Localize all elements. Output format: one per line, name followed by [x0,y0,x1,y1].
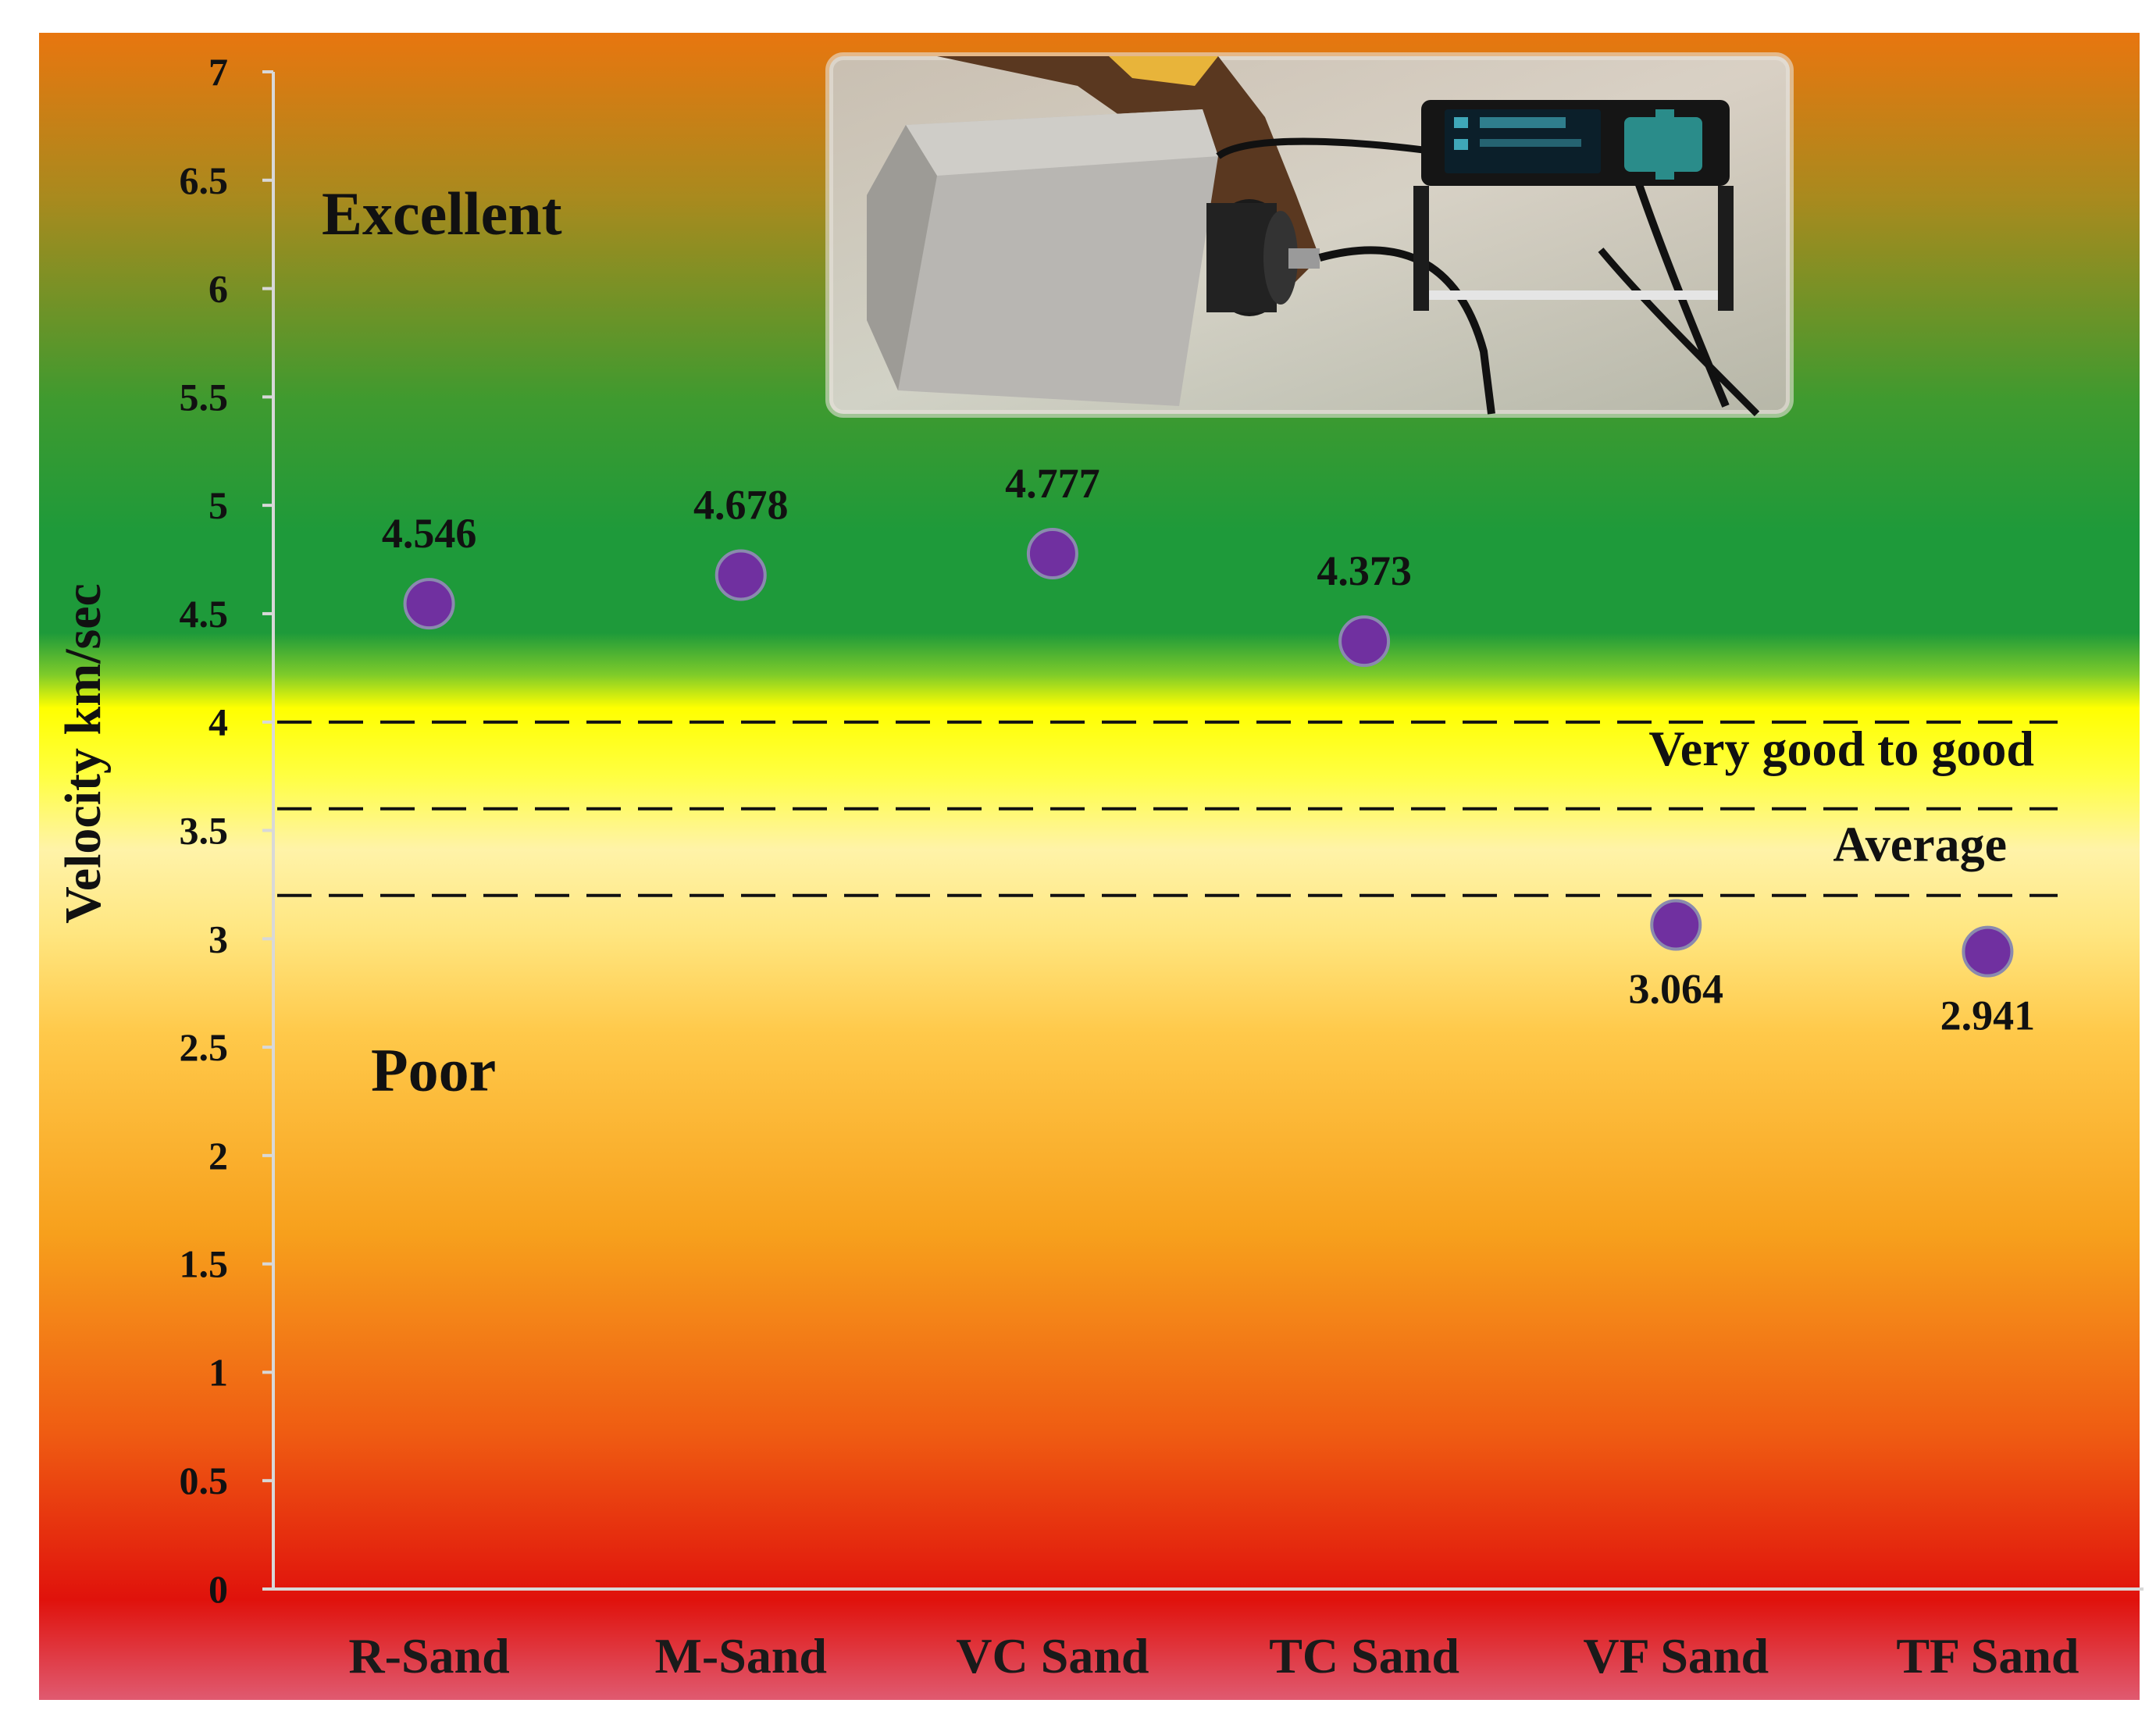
x-category-label: VF Sand [1583,1628,1769,1684]
y-tick-label: 4 [208,700,228,744]
y-tick-label: 6.5 [180,159,229,202]
data-value-label: 4.373 [1317,547,1412,594]
zone-label: Excellent [322,180,562,248]
data-point [1962,925,2014,978]
data-point [1650,899,1702,951]
data-value-label: 4.546 [382,510,477,557]
concrete-cube [867,109,1218,406]
y-tick-label: 7 [208,50,228,94]
y-axis-ticks: 0 0.5 1 1.5 2 2.5 3 3.5 4 4.5 5 5.5 6 6.5 7 [180,50,273,1611]
zone-label: Average [1833,816,2007,871]
y-tick-label: 5 [208,483,228,527]
data-value-label: 4.777 [1005,460,1100,507]
zone-labels: Excellent Very good to good Average Poor [322,180,2034,1103]
y-axis-title: Velocity km/sec [55,583,112,924]
data-value-label: 4.678 [693,482,789,529]
x-category-label: VC Sand [956,1628,1149,1684]
data-point [1026,528,1078,580]
y-tick-label: 0 [208,1567,228,1611]
y-tick-label: 3.5 [180,809,229,853]
data-point [403,578,455,630]
x-axis-categories: R-Sand M-Sand VC Sand TC Sand VF Sand TF Sand [348,1628,2079,1684]
y-tick-label: 0.5 [180,1459,229,1502]
data-value-label: 3.064 [1629,966,1724,1013]
data-point [715,549,767,601]
y-tick-label: 4.5 [180,592,229,636]
y-tick-label: 3 [208,917,228,960]
y-tick-label: 1 [208,1350,228,1394]
y-tick-label: 2 [208,1134,228,1178]
data-value-label: 2.941 [1940,992,2036,1039]
y-tick-label: 1.5 [180,1242,229,1286]
y-tick-label: 6 [208,267,228,311]
y-tick-label: 2.5 [180,1025,229,1069]
zone-label: Very good to good [1648,721,2034,776]
threshold-lines [277,720,2058,897]
x-category-label: TC Sand [1269,1628,1459,1684]
inset-photo [825,52,1794,418]
data-points [403,528,2014,978]
x-category-label: M-Sand [655,1628,828,1684]
y-tick-label: 5.5 [180,375,229,419]
x-category-label: R-Sand [348,1628,509,1684]
data-point [1338,615,1391,668]
data-labels: 4.546 4.678 4.777 4.373 3.064 2.941 [382,460,2035,1039]
zone-label: Poor [371,1036,496,1104]
x-category-label: TF Sand [1896,1628,2079,1684]
